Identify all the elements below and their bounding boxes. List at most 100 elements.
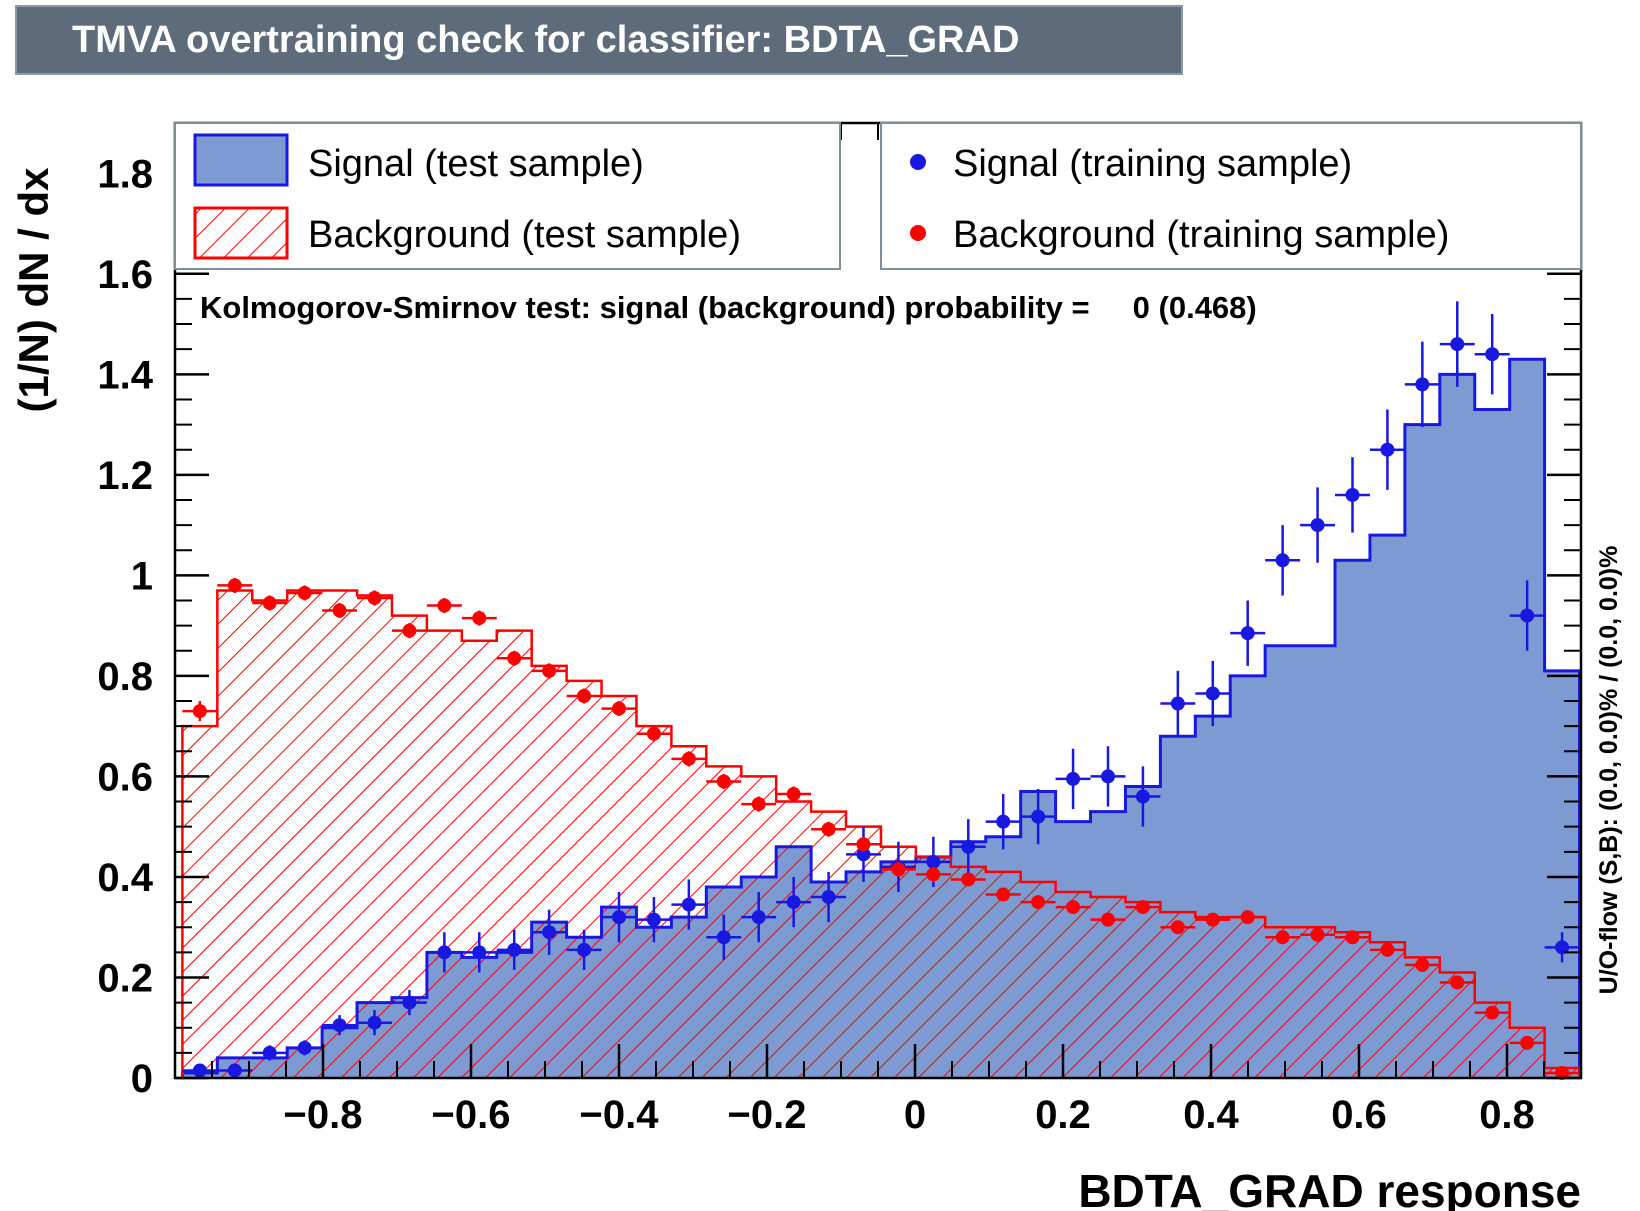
histogram-layer bbox=[180, 357, 1581, 1078]
signal-training-point bbox=[332, 1018, 347, 1033]
background-training-point bbox=[262, 596, 277, 611]
signal-training-point bbox=[227, 1063, 242, 1078]
background-training-point bbox=[612, 701, 626, 716]
x-tick-label: 0.6 bbox=[1331, 1093, 1387, 1137]
signal-training-point bbox=[612, 910, 626, 925]
y-tick-label: 0.8 bbox=[97, 655, 153, 699]
background-training-point bbox=[1170, 920, 1185, 935]
signal-training-point bbox=[437, 945, 452, 960]
background-training-point bbox=[926, 867, 941, 882]
signal-training-point bbox=[402, 995, 417, 1010]
background-training-point bbox=[681, 751, 696, 766]
background-training-point bbox=[507, 651, 522, 666]
background-training-point bbox=[192, 704, 207, 719]
signal-training-point bbox=[1240, 626, 1255, 641]
signal-training-point bbox=[507, 942, 522, 957]
x-tick-label: 0.4 bbox=[1183, 1093, 1239, 1137]
signal-training-point bbox=[1066, 771, 1081, 786]
background-training-point bbox=[1485, 1005, 1500, 1020]
background-training-point bbox=[1240, 910, 1255, 925]
background-training-point bbox=[1415, 957, 1430, 972]
legend-label-background-test: Background (test sample) bbox=[308, 214, 741, 256]
background-training-point bbox=[1066, 900, 1081, 915]
chart-title-banner: TMVA overtraining check for classifier: … bbox=[15, 5, 1183, 75]
axes-layer: 0 0.2 0.4 0.6 0.8 1 1.2 1.4 1.6 1.8 −0.8 −0.6 −0.4 −0… bbox=[97, 123, 1581, 1137]
signal-training-point bbox=[472, 945, 487, 960]
background-training-point bbox=[402, 623, 417, 638]
background-training-point bbox=[297, 585, 312, 600]
signal-training-point bbox=[646, 912, 661, 927]
x-tick-label: −0.2 bbox=[728, 1093, 807, 1137]
signal-training-point bbox=[961, 839, 976, 854]
signal-training-point bbox=[786, 895, 801, 910]
signal-training-point bbox=[996, 814, 1011, 829]
background-training-point bbox=[786, 787, 801, 802]
ks-test-text: Kolmogorov-Smirnov test: signal (backgro… bbox=[200, 290, 1257, 325]
x-tick-label: −0.4 bbox=[580, 1093, 660, 1137]
background-training-point bbox=[1555, 1065, 1570, 1080]
background-training-point bbox=[1031, 895, 1046, 910]
signal-training-point bbox=[856, 847, 871, 862]
background-training-point bbox=[437, 598, 452, 613]
signal-training-point bbox=[1380, 442, 1395, 457]
background-training-point bbox=[716, 774, 731, 789]
background-training-point bbox=[367, 590, 382, 605]
x-tick-label: 0 bbox=[904, 1093, 926, 1137]
y-tick-label: 0.2 bbox=[97, 956, 153, 1000]
legend-marker-background-training bbox=[910, 225, 926, 241]
signal-training-point bbox=[542, 925, 557, 940]
signal-training-point bbox=[1205, 686, 1220, 701]
signal-training-point bbox=[751, 910, 766, 925]
signal-test-fill bbox=[182, 359, 1580, 1078]
background-training-point bbox=[1275, 930, 1290, 945]
y-tick-label: 1.6 bbox=[97, 253, 153, 297]
background-training-point bbox=[961, 872, 976, 887]
x-tick-label: −0.6 bbox=[432, 1093, 511, 1137]
signal-training-point bbox=[1170, 696, 1185, 711]
signal-training-point bbox=[1031, 809, 1046, 824]
background-training-point bbox=[996, 887, 1011, 902]
y-tick-label: 0.6 bbox=[97, 755, 153, 799]
background-training-point bbox=[1380, 942, 1395, 957]
signal-training-point bbox=[1310, 518, 1325, 533]
background-training-point bbox=[1100, 912, 1115, 927]
signal-training-point bbox=[1520, 608, 1535, 623]
x-tick-label: −0.8 bbox=[284, 1093, 363, 1137]
background-training-point bbox=[821, 822, 836, 837]
background-training-point bbox=[227, 578, 242, 593]
legend-swatch-signal-test bbox=[193, 133, 289, 187]
background-training-point bbox=[1310, 927, 1325, 942]
background-training-point bbox=[646, 726, 661, 741]
signal-training-point bbox=[1135, 789, 1150, 804]
x-axis-label: BDTA_GRAD response bbox=[1078, 1165, 1581, 1211]
y-tick-label: 1.2 bbox=[97, 454, 153, 498]
background-training-point bbox=[856, 837, 871, 852]
signal-training-point bbox=[1555, 940, 1570, 955]
x-tick-label: 0.2 bbox=[1035, 1093, 1091, 1137]
background-training-point bbox=[577, 689, 592, 703]
signal-training-point bbox=[1415, 377, 1430, 392]
training-points-layer bbox=[182, 301, 1580, 1080]
signal-training-point bbox=[1100, 769, 1115, 784]
y-tick-label: 1 bbox=[131, 554, 153, 598]
signal-training-point bbox=[297, 1040, 312, 1055]
y-tick-label: 1.4 bbox=[97, 353, 153, 397]
background-training-point bbox=[542, 663, 557, 678]
signal-training-point bbox=[821, 890, 836, 905]
signal-training-point bbox=[1275, 553, 1290, 568]
signal-training-point bbox=[192, 1063, 207, 1078]
background-training-point bbox=[1450, 975, 1465, 990]
signal-training-point bbox=[1345, 487, 1360, 502]
y-tick-label: 1.8 bbox=[97, 152, 153, 196]
background-training-point bbox=[472, 611, 487, 626]
legend-swatch-background-test bbox=[193, 206, 289, 260]
background-training-point bbox=[751, 797, 766, 812]
background-training-point bbox=[332, 603, 347, 618]
signal-training-point bbox=[1450, 337, 1465, 352]
signal-training-point bbox=[716, 930, 731, 945]
background-training-point bbox=[1205, 912, 1220, 927]
legend-label-signal-test: Signal (test sample) bbox=[308, 143, 644, 185]
background-training-point bbox=[1135, 900, 1150, 915]
signal-training-point bbox=[262, 1045, 277, 1060]
